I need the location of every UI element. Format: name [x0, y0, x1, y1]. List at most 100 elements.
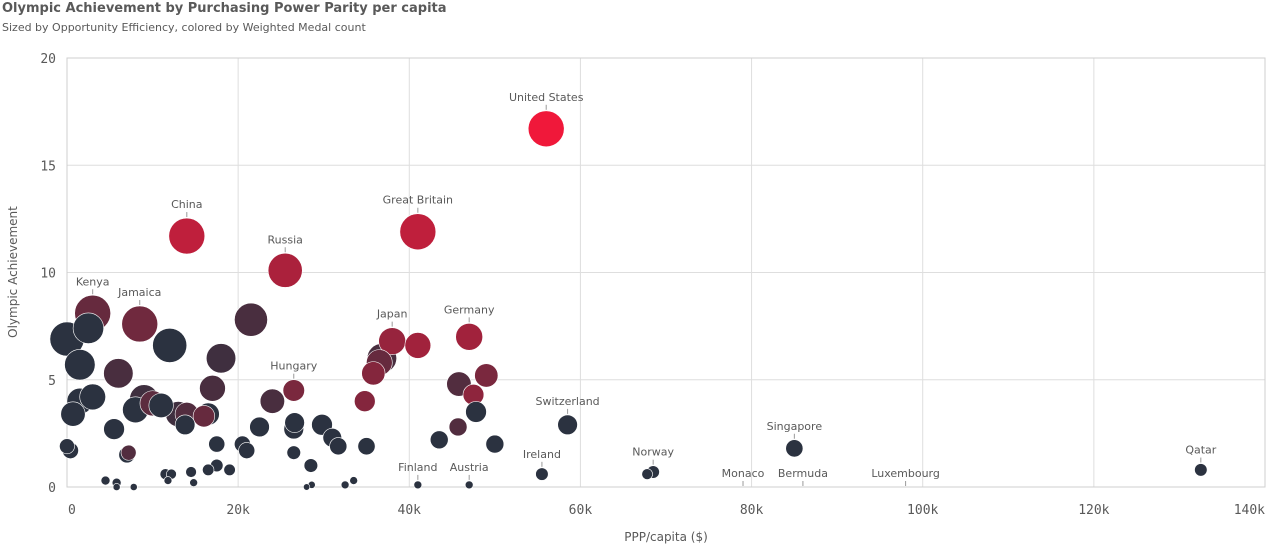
data-point[interactable]: [223, 463, 236, 476]
data-point[interactable]: [100, 475, 111, 486]
data-point[interactable]: [259, 388, 285, 414]
data-point-qatar[interactable]: [1194, 463, 1208, 477]
data-points: [49, 110, 1208, 491]
data-point[interactable]: [286, 445, 301, 460]
data-point-hungary[interactable]: [282, 379, 305, 402]
data-point[interactable]: [238, 442, 256, 459]
data-point[interactable]: [103, 418, 125, 440]
data-point[interactable]: [205, 343, 237, 374]
y-tick-label: 0: [48, 481, 56, 496]
data-point[interactable]: [59, 438, 75, 455]
point-label-norway: Norway: [632, 446, 674, 459]
data-point[interactable]: [474, 363, 499, 388]
point-label-bermuda: Bermuda: [778, 467, 828, 480]
y-tick-label: 15: [40, 159, 56, 174]
data-point[interactable]: [303, 483, 311, 491]
y-axis: 0 5 10 15 20: [40, 52, 56, 496]
point-label-japan: Japan: [376, 308, 408, 321]
data-point[interactable]: [349, 476, 358, 485]
data-point[interactable]: [189, 478, 198, 487]
data-point[interactable]: [208, 435, 226, 453]
data-point[interactable]: [129, 483, 138, 491]
y-tick-label: 10: [40, 267, 56, 282]
point-label-russia: Russia: [268, 233, 303, 246]
data-point-germany[interactable]: [455, 323, 483, 351]
data-point[interactable]: [234, 302, 268, 337]
data-point[interactable]: [340, 480, 350, 490]
data-point[interactable]: [60, 401, 86, 427]
data-point-ireland[interactable]: [535, 467, 549, 481]
grid-lines: [67, 58, 1265, 487]
chart-subtitle: Sized by Opportunity Efficiency, colored…: [2, 21, 366, 34]
point-label-ireland: Ireland: [523, 448, 561, 461]
x-tick-label: 120k: [1078, 503, 1109, 518]
y-axis-label: Olympic Achievement: [6, 206, 20, 338]
data-point[interactable]: [429, 430, 449, 450]
y-tick-label: 20: [40, 52, 56, 67]
data-point[interactable]: [202, 463, 215, 476]
point-label-china: China: [171, 198, 202, 211]
x-tick-label: 140k: [1234, 503, 1265, 518]
data-point[interactable]: [152, 328, 188, 363]
data-point[interactable]: [465, 401, 487, 423]
data-point[interactable]: [163, 476, 173, 485]
data-point-austria[interactable]: [464, 480, 474, 490]
data-point[interactable]: [404, 332, 432, 359]
data-point[interactable]: [64, 349, 96, 381]
x-axis-label: PPP/capita ($): [624, 530, 708, 544]
x-tick-label: 20k: [226, 503, 250, 518]
data-point[interactable]: [303, 458, 319, 473]
point-labels: United States China Great Britain Russia Ken…: [76, 91, 1217, 486]
y-tick-label: 5: [48, 374, 56, 389]
point-label-monaco: Monaco: [722, 467, 765, 480]
data-point[interactable]: [192, 405, 216, 428]
data-point[interactable]: [103, 358, 134, 389]
data-point[interactable]: [72, 312, 104, 344]
data-point[interactable]: [485, 434, 505, 454]
x-tick-label: 80k: [740, 503, 764, 518]
point-label-qatar: Qatar: [1185, 444, 1216, 457]
data-point-great-britain[interactable]: [399, 213, 437, 251]
data-point[interactable]: [641, 468, 653, 480]
data-point[interactable]: [354, 390, 376, 412]
data-point-switzerland[interactable]: [557, 414, 578, 435]
data-point[interactable]: [361, 361, 386, 386]
point-label-switzerland: Switzerland: [536, 395, 600, 408]
data-point[interactable]: [120, 444, 137, 461]
plot-area: [66, 57, 1266, 488]
data-point-united-states[interactable]: [527, 110, 565, 148]
point-label-kenya: Kenya: [76, 275, 110, 288]
point-label-great-britain: Great Britain: [383, 194, 453, 207]
data-point[interactable]: [284, 412, 305, 433]
x-tick-label: 0: [68, 503, 76, 518]
data-point[interactable]: [199, 375, 226, 402]
data-point[interactable]: [357, 437, 376, 456]
data-point[interactable]: [448, 417, 468, 437]
data-point[interactable]: [148, 392, 174, 419]
data-point[interactable]: [112, 483, 121, 491]
point-label-singapore: Singapore: [767, 420, 823, 433]
data-point[interactable]: [79, 383, 106, 411]
x-tick-label: 60k: [569, 503, 593, 518]
data-point-china[interactable]: [168, 217, 206, 255]
point-label-jamaica: Jamaica: [117, 286, 161, 299]
x-tick-label: 100k: [907, 503, 938, 518]
data-point-russia[interactable]: [267, 252, 303, 288]
point-label-luxembourg: Luxembourg: [871, 467, 940, 480]
data-point-jamaica[interactable]: [121, 305, 159, 343]
point-label-united-states: United States: [509, 91, 584, 104]
point-label-hungary: Hungary: [270, 360, 317, 373]
chart-title: Olympic Achievement by Purchasing Power …: [2, 1, 447, 16]
data-point[interactable]: [249, 416, 270, 438]
data-point-finland[interactable]: [413, 480, 423, 490]
point-label-finland: Finland: [398, 461, 437, 474]
x-tick-label: 40k: [398, 503, 422, 518]
point-label-germany: Germany: [444, 303, 495, 316]
x-axis: 0 20k 40k 60k 80k 100k 120k 140k: [68, 503, 1265, 518]
data-point-singapore[interactable]: [785, 439, 804, 458]
data-point[interactable]: [174, 414, 196, 435]
point-label-austria: Austria: [450, 461, 489, 474]
data-point[interactable]: [329, 437, 348, 456]
data-point[interactable]: [185, 466, 197, 478]
